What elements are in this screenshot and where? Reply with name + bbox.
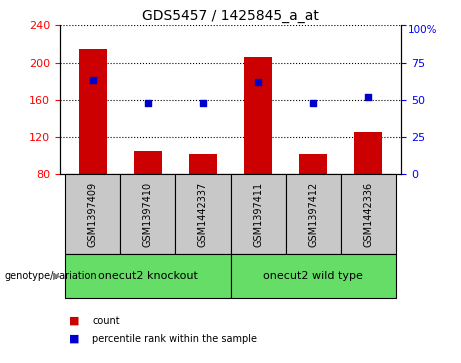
Bar — [134, 151, 162, 174]
Bar — [176, 174, 230, 254]
Text: count: count — [92, 316, 120, 326]
Point — [199, 100, 207, 106]
Bar — [189, 154, 217, 174]
Bar — [244, 57, 272, 174]
Title: GDS5457 / 1425845_a_at: GDS5457 / 1425845_a_at — [142, 9, 319, 23]
Text: ▶: ▶ — [53, 271, 60, 281]
Text: 100%: 100% — [408, 25, 437, 36]
Text: GSM1397409: GSM1397409 — [88, 182, 98, 247]
Bar — [341, 174, 396, 254]
Bar — [285, 174, 341, 254]
Bar — [299, 154, 327, 174]
Text: GSM1397411: GSM1397411 — [253, 182, 263, 247]
Point — [254, 79, 262, 85]
Text: onecut2 wild type: onecut2 wild type — [263, 271, 363, 281]
Point — [364, 94, 372, 100]
Text: percentile rank within the sample: percentile rank within the sample — [92, 334, 257, 344]
Point — [309, 100, 317, 106]
Bar — [230, 254, 396, 298]
Text: ■: ■ — [69, 316, 80, 326]
Point — [144, 100, 152, 106]
Text: ■: ■ — [69, 334, 80, 344]
Text: genotype/variation: genotype/variation — [5, 271, 97, 281]
Bar — [65, 254, 230, 298]
Point — [89, 78, 97, 83]
Text: GSM1397412: GSM1397412 — [308, 182, 318, 247]
Bar — [120, 174, 176, 254]
Bar — [65, 174, 120, 254]
Text: GSM1442336: GSM1442336 — [363, 182, 373, 247]
Text: GSM1442337: GSM1442337 — [198, 182, 208, 247]
Bar — [230, 174, 285, 254]
Bar — [355, 132, 382, 174]
Bar — [79, 49, 106, 174]
Text: onecut2 knockout: onecut2 knockout — [98, 271, 198, 281]
Text: GSM1397410: GSM1397410 — [143, 182, 153, 247]
